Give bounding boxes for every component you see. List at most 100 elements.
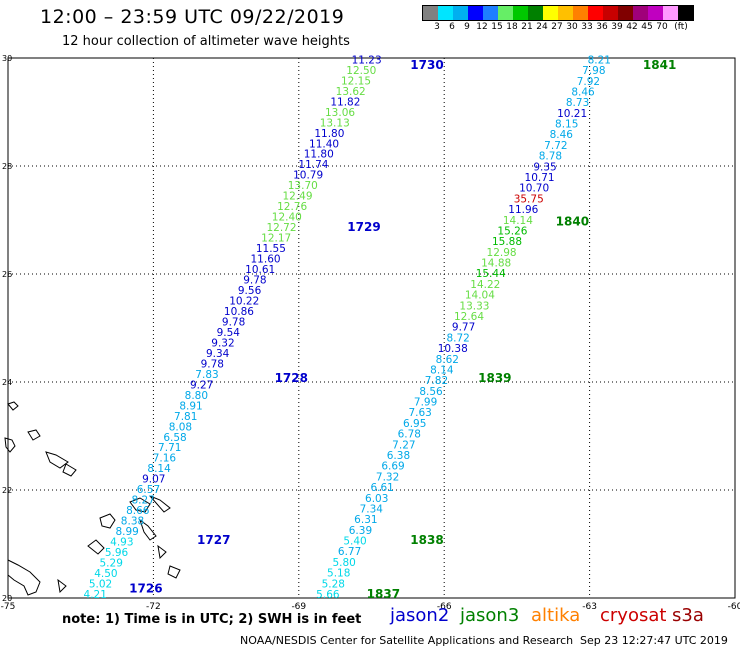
scale-swatch bbox=[663, 6, 678, 20]
scale-swatch bbox=[513, 6, 528, 20]
wave-height-value: 11.96 bbox=[508, 204, 538, 216]
generated-timestamp: Sep 23 12:27:47 UTC 2019 bbox=[580, 634, 728, 647]
wave-height-value: 12.64 bbox=[454, 311, 484, 323]
wave-height-value: 14.04 bbox=[465, 290, 495, 302]
pass-number-label: 1839 bbox=[478, 371, 511, 385]
wave-height-value: 7.27 bbox=[392, 439, 415, 451]
island-outline bbox=[167, 565, 181, 579]
wave-height-value: 8.66 bbox=[126, 505, 150, 517]
wave-height-value: 7.72 bbox=[544, 140, 567, 152]
wave-height-value: 12.40 bbox=[272, 212, 302, 224]
wave-height-value: 5.29 bbox=[100, 558, 123, 570]
wave-height-value: 13.13 bbox=[320, 117, 350, 129]
wave-height-value: 12.15 bbox=[341, 75, 371, 87]
scale-swatch bbox=[558, 6, 573, 20]
y-tick-label: 30 bbox=[2, 54, 12, 63]
wave-height-value: 5.80 bbox=[332, 557, 355, 569]
wave-height-value: 7.16 bbox=[153, 453, 177, 465]
x-tick-label: -66 bbox=[437, 602, 452, 612]
legend-jason2: jason2 bbox=[390, 605, 450, 626]
x-tick-label: -69 bbox=[291, 602, 306, 612]
color-scale-swatches bbox=[422, 5, 694, 21]
wave-height-value: 5.66 bbox=[316, 589, 340, 601]
wave-height-value: 7.82 bbox=[425, 375, 448, 387]
pass-number-label: 1841 bbox=[643, 58, 676, 72]
scale-tick-label: 45 bbox=[641, 22, 653, 32]
wave-height-value: 11.60 bbox=[251, 254, 281, 266]
x-tick-label: -63 bbox=[582, 602, 597, 612]
wave-height-value: 12.76 bbox=[277, 201, 307, 213]
scale-swatch bbox=[588, 6, 603, 20]
wave-height-value: 7.83 bbox=[195, 369, 218, 381]
wave-height-value: 8.08 bbox=[169, 421, 192, 433]
wave-height-value: 12.72 bbox=[266, 222, 296, 234]
scale-tick-label: 70 bbox=[656, 22, 668, 32]
plot-frame bbox=[7, 57, 736, 599]
scale-swatch bbox=[498, 6, 513, 20]
scale-swatch bbox=[453, 6, 468, 20]
wave-height-value: 7.98 bbox=[582, 65, 605, 77]
wave-height-value: 5.28 bbox=[322, 578, 345, 590]
wave-height-value: 6.03 bbox=[365, 493, 388, 505]
wave-height-value: 12.98 bbox=[487, 247, 517, 259]
wave-height-value: 10.86 bbox=[224, 306, 254, 318]
wave-height-value: 8.46 bbox=[571, 86, 595, 98]
wave-height-value: 13.06 bbox=[325, 107, 355, 119]
wave-height-value: 9.27 bbox=[190, 379, 213, 391]
wave-height-value: 14.22 bbox=[470, 279, 500, 291]
scale-tick-label: 12 bbox=[476, 22, 488, 32]
wave-height-value: 5.40 bbox=[343, 536, 366, 548]
island-outline bbox=[7, 401, 19, 411]
wave-height-value: 9.78 bbox=[222, 316, 245, 328]
wave-height-value: 4.50 bbox=[94, 568, 117, 580]
wave-height-value: 7.99 bbox=[414, 397, 437, 409]
wave-height-value: 7.92 bbox=[577, 76, 600, 88]
island-outline bbox=[157, 544, 167, 560]
scale-swatch bbox=[483, 6, 498, 20]
wave-height-value: 6.39 bbox=[349, 525, 372, 537]
wave-height-value: 8.15 bbox=[555, 119, 578, 131]
pass-number-label: 1840 bbox=[556, 214, 589, 228]
wave-height-value: 11.23 bbox=[352, 54, 382, 66]
island-outline bbox=[99, 513, 116, 529]
wave-height-value: 11.55 bbox=[256, 243, 286, 255]
wave-height-value: 4.21 bbox=[84, 589, 107, 601]
wave-height-value: 8.27 bbox=[131, 495, 154, 507]
y-tick-label: 24 bbox=[2, 378, 12, 387]
scale-tick-label: 27 bbox=[551, 22, 563, 32]
x-tick-label: -72 bbox=[146, 602, 161, 612]
island-outline bbox=[57, 578, 67, 594]
legend-cryosat: cryosat bbox=[600, 605, 667, 626]
wave-height-value: 9.32 bbox=[211, 337, 234, 349]
pass-number-label: 1727 bbox=[197, 533, 230, 547]
scale-tick-label: 33 bbox=[581, 22, 593, 32]
wave-height-value: 10.38 bbox=[438, 343, 468, 355]
legend-jason3: jason3 bbox=[460, 605, 520, 626]
wave-height-value: 10.61 bbox=[245, 264, 275, 276]
wave-height-value: 8.91 bbox=[179, 400, 202, 412]
footer-note: note: 1) Time is in UTC; 2) SWH is in fe… bbox=[62, 612, 362, 627]
pass-number-label: 1730 bbox=[410, 58, 443, 72]
y-tick-label: 26 bbox=[2, 270, 12, 279]
x-tick-label: -60 bbox=[728, 602, 740, 612]
wave-height-value: 12.50 bbox=[346, 65, 376, 77]
pass-number-label: 1838 bbox=[410, 533, 443, 547]
scale-swatch bbox=[603, 6, 618, 20]
scale-swatch bbox=[648, 6, 663, 20]
y-tick-label: 22 bbox=[2, 486, 12, 495]
pass-number-label: 1837 bbox=[367, 587, 400, 601]
wave-height-value: 7.71 bbox=[158, 442, 181, 454]
scale-tick-label: 21 bbox=[521, 22, 533, 32]
wave-height-value: 11.74 bbox=[298, 159, 328, 171]
island-outline bbox=[149, 495, 171, 513]
wave-height-value: 11.80 bbox=[304, 149, 334, 161]
scale-tick-label: 15 bbox=[491, 22, 503, 32]
scale-swatch bbox=[618, 6, 633, 20]
pass-number-label: 1729 bbox=[347, 220, 380, 234]
wave-height-value: 8.80 bbox=[185, 390, 208, 402]
scale-swatch bbox=[438, 6, 453, 20]
wave-height-value: 35.75 bbox=[514, 193, 544, 205]
island-outline bbox=[62, 463, 77, 477]
y-tick-label: 20 bbox=[2, 594, 12, 603]
